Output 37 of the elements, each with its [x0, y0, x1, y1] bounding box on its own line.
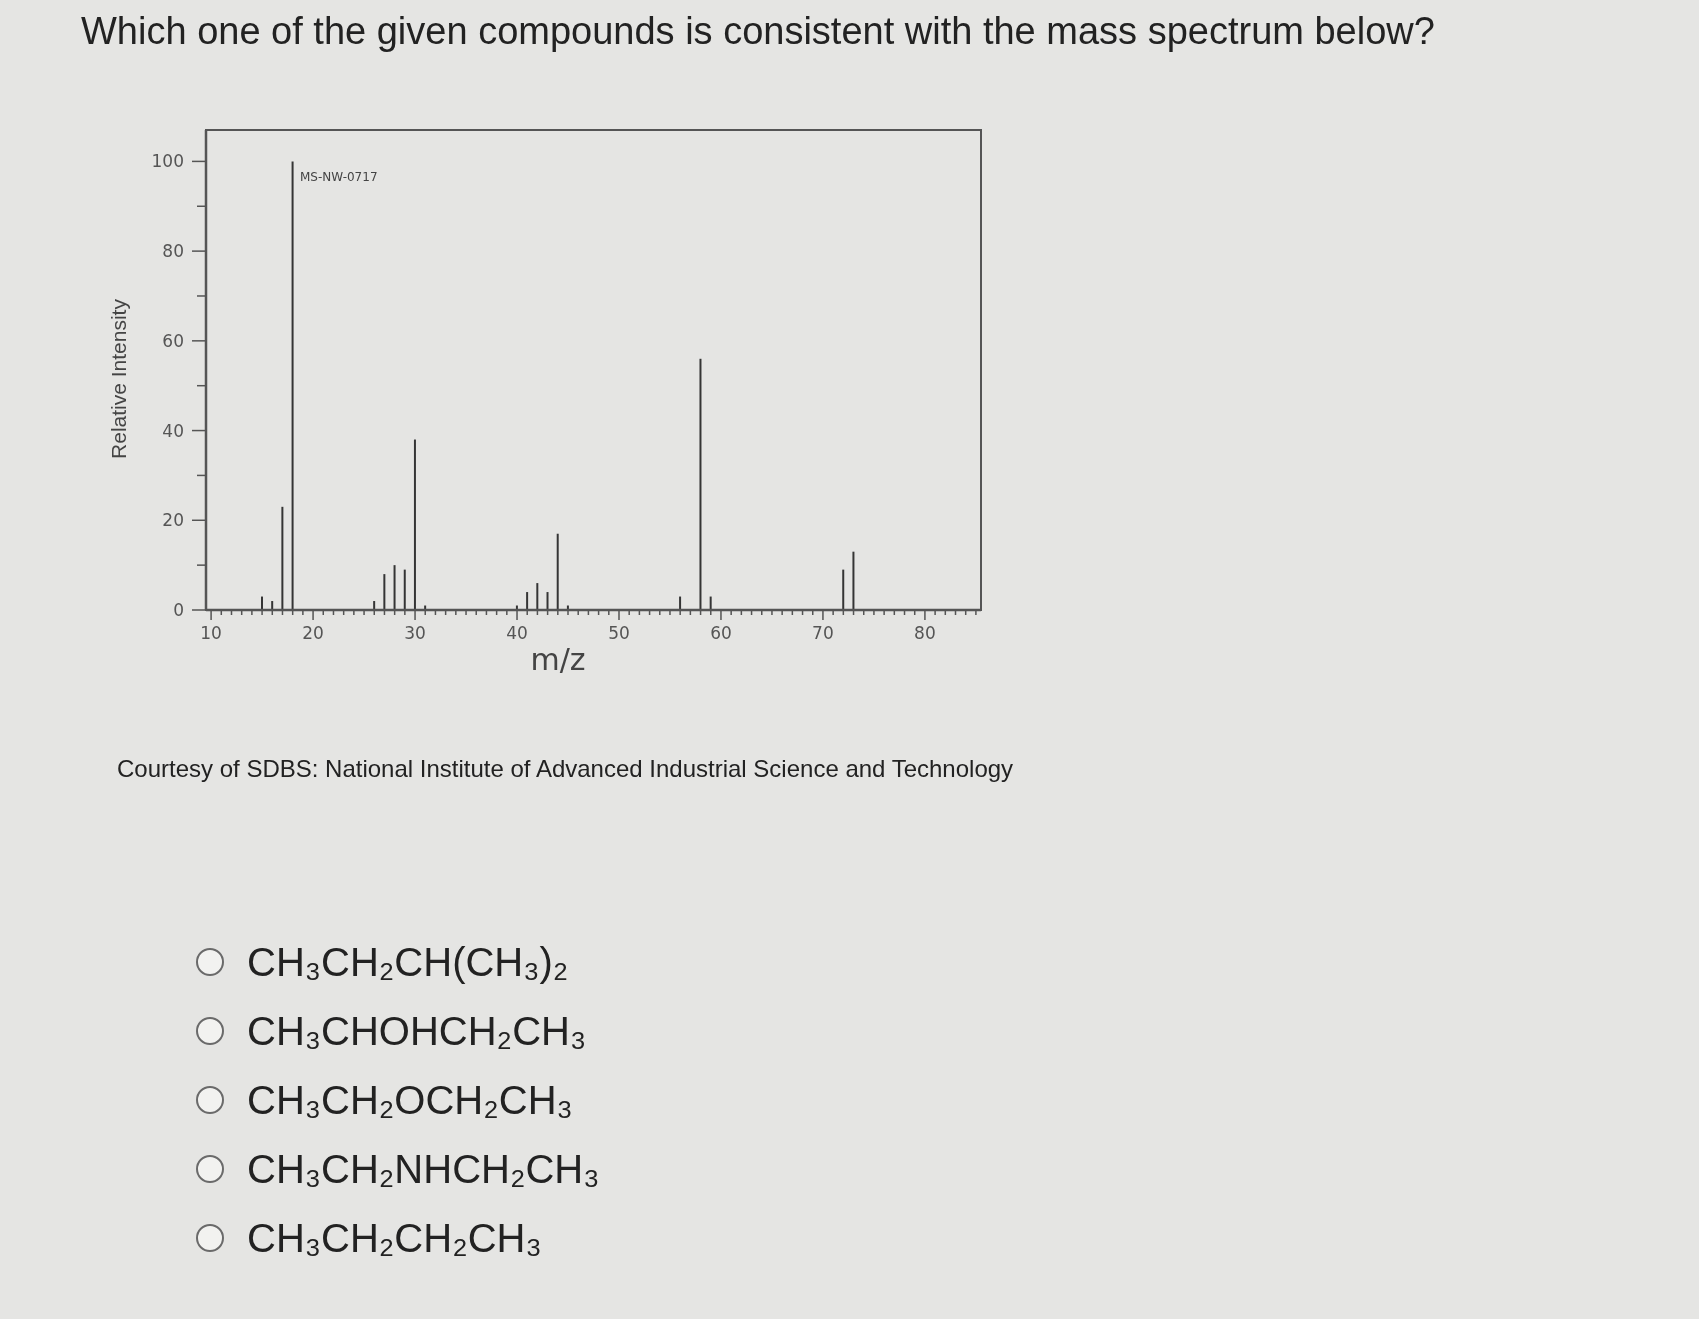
bar	[526, 592, 529, 610]
bar	[393, 565, 396, 610]
bar	[291, 161, 294, 610]
y-tick-label: 0	[173, 599, 184, 620]
bar	[536, 583, 539, 610]
text: CH₃CH₂NHCH₂CH₃	[247, 1146, 600, 1192]
annotation: MS-NW-0717	[300, 170, 378, 184]
text: CH₃CHOHCH₂CH₃	[247, 1008, 587, 1054]
bar	[556, 533, 559, 610]
y-tick-label: 40	[162, 420, 184, 441]
bar	[842, 569, 845, 610]
x-tick-label: 10	[200, 623, 222, 643]
bar	[413, 439, 416, 610]
bar	[403, 569, 406, 610]
text: CH₃CH₂CH(CH₃)₂	[247, 939, 569, 985]
x-tick-label: 40	[506, 623, 528, 643]
bar	[383, 574, 386, 610]
x-tick-label: 50	[608, 623, 630, 643]
bar	[281, 506, 284, 610]
x-tick-label: 70	[812, 623, 834, 643]
bar	[546, 592, 549, 610]
y-tick-label: 100	[151, 151, 184, 172]
x-tick-label: 20	[302, 623, 324, 643]
y-axis-title: Relative Intensity	[107, 299, 131, 459]
x-axis-title: m/z	[530, 641, 586, 677]
text: CH₃CH₂OCH₂CH₃	[247, 1077, 573, 1123]
x-tick-label: 80	[914, 623, 936, 643]
text: Courtesy of SDBS: National Institute of Advanced Industrial Science and Technology	[117, 755, 1014, 783]
text: CH₃CH₂CH₂CH₃	[247, 1215, 542, 1261]
y-tick-label: 60	[162, 330, 184, 351]
x-tick-label: 30	[404, 623, 426, 643]
chart-title: Which one of the given compounds is consistent with the mass spectrum below?	[81, 10, 1435, 53]
y-tick-label: 80	[162, 241, 184, 262]
y-tick-label: 20	[162, 510, 184, 531]
bar	[852, 551, 855, 610]
x-tick-label: 60	[710, 623, 732, 643]
bar	[699, 358, 702, 610]
